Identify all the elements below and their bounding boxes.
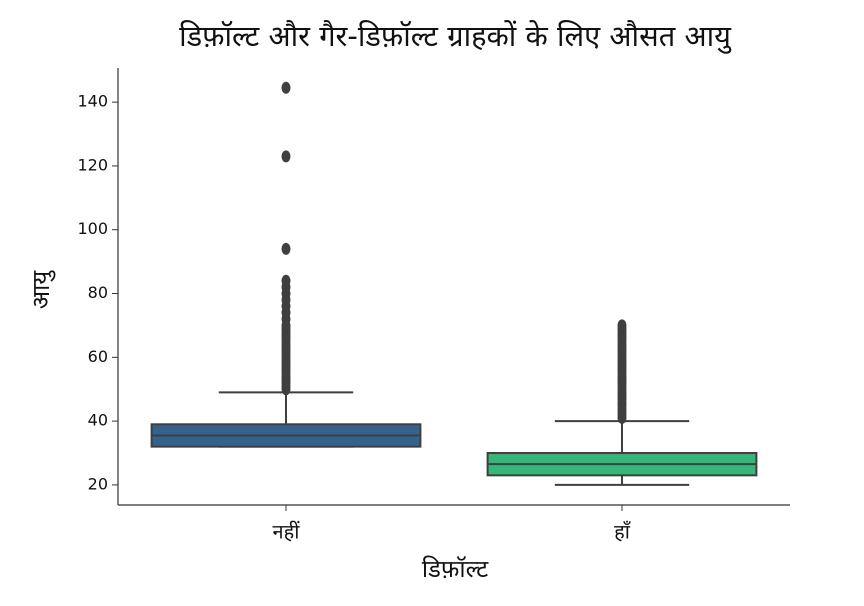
x-axis-label: डिफ़ॉल्ट xyxy=(422,555,489,583)
y-tick-label: 80 xyxy=(88,283,108,302)
outlier xyxy=(281,242,291,255)
y-tick-label: 40 xyxy=(88,411,108,430)
outlier xyxy=(281,274,291,287)
y-tick-label: 140 xyxy=(77,92,108,111)
outlier xyxy=(281,150,291,163)
y-tick-label: 60 xyxy=(88,347,108,366)
chart-title: डिफ़ॉल्ट और गैर-डिफ़ॉल्ट ग्राहकों के लिए… xyxy=(179,19,732,54)
outlier xyxy=(281,81,291,94)
x-tick-label: हाँ xyxy=(614,520,631,544)
outlier xyxy=(617,319,627,332)
y-axis-label: आयु xyxy=(27,270,56,310)
y-tick-label: 120 xyxy=(77,155,108,174)
y-tick-label: 20 xyxy=(88,474,108,493)
x-tick-label: नहीं xyxy=(273,520,301,544)
y-tick-label: 100 xyxy=(77,219,108,238)
